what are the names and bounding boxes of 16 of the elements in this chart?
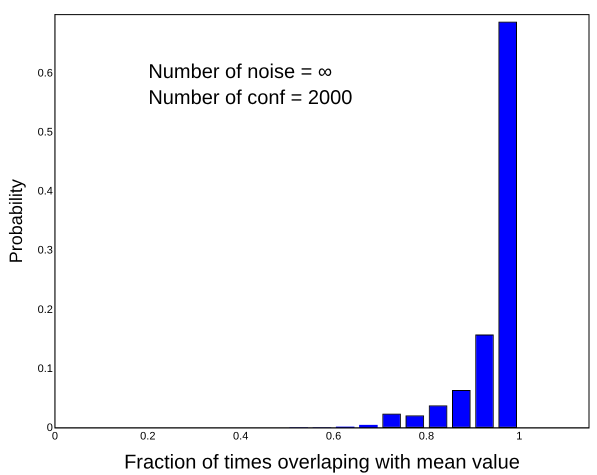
y-tick-label: 0.3 [38, 244, 53, 257]
y-tick-label: 0 [46, 422, 53, 434]
x-tick-label: 0.2 [140, 430, 156, 442]
x-tick-label: 0.4 [233, 430, 248, 442]
x-tick-label: 0.6 [326, 430, 342, 442]
y-tick-label: 0.1 [38, 362, 53, 375]
y-tick-label: 0.4 [38, 186, 53, 198]
x-tick-label: 0.8 [418, 430, 434, 442]
annotation: Number of noise = ∞ [148, 61, 332, 84]
annotation: Number of conf = 2000 [148, 87, 352, 110]
y-tick-label: 0.5 [38, 126, 53, 139]
y-tick-label: 0.6 [38, 68, 53, 80]
x-axis-title: Fraction of times overlaping with mean value [124, 452, 520, 474]
y-axis-title: Probability [6, 179, 26, 264]
y-tick-label: 0.2 [38, 304, 53, 316]
x-tick-label: 1 [516, 430, 522, 442]
